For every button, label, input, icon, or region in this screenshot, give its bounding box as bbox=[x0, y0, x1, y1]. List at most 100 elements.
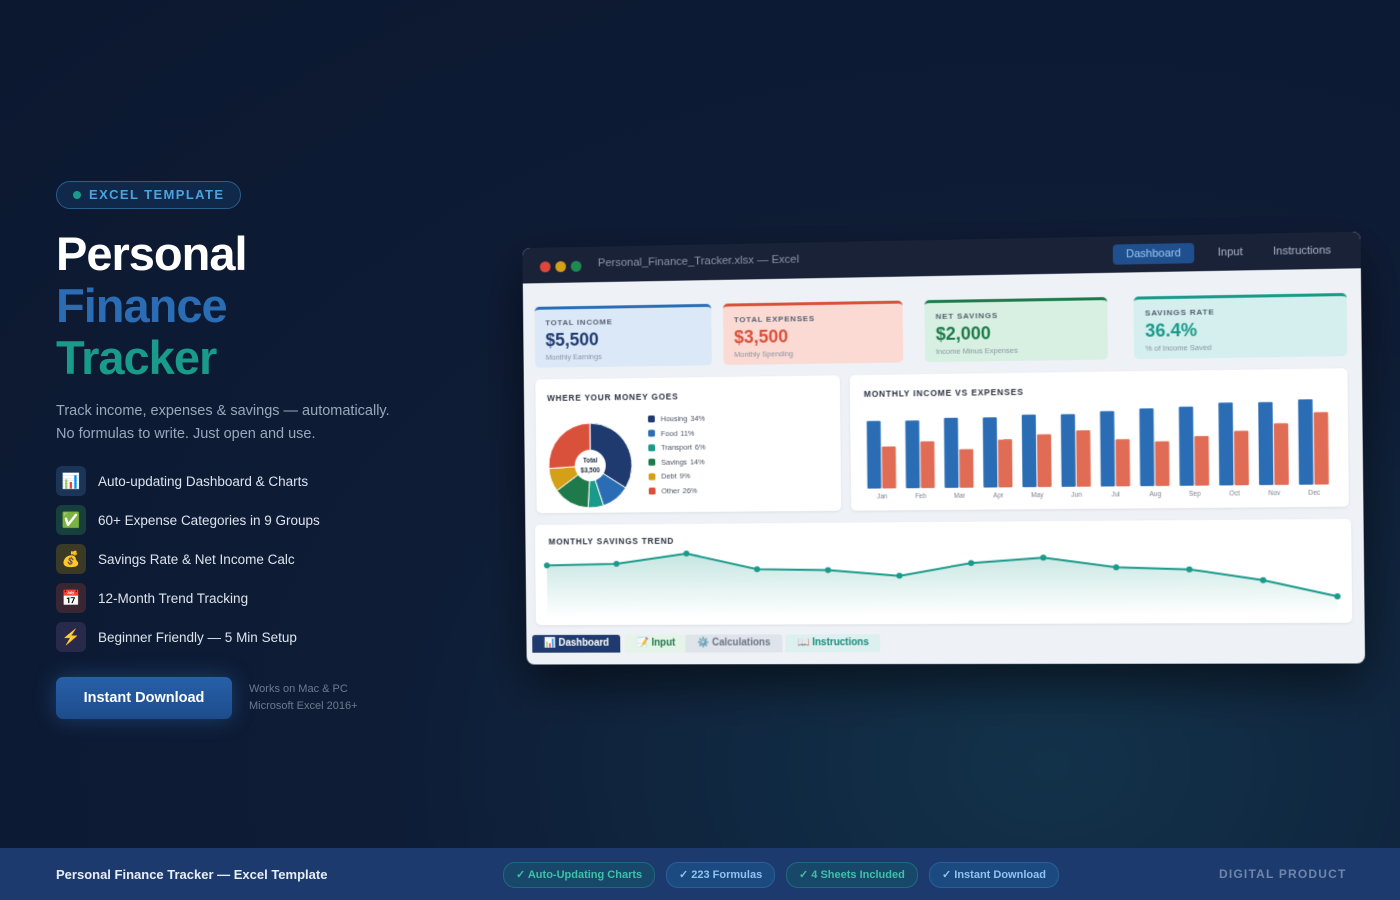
legend-swatch bbox=[649, 488, 656, 495]
bar bbox=[867, 421, 882, 489]
excel-window: Personal_Finance_Tracker.xlsx — Excel Da… bbox=[522, 232, 1365, 665]
kpi-sub: Monthly Spending bbox=[734, 348, 892, 359]
window-tab[interactable]: Instructions bbox=[1260, 240, 1345, 262]
kpi-card: TOTAL INCOME $5,500 Monthly Earnings bbox=[535, 304, 712, 368]
bar bbox=[1155, 441, 1170, 486]
feature: 💰 Savings Rate & Net Income Calc bbox=[56, 544, 295, 574]
download-button[interactable]: Instant Download bbox=[56, 677, 232, 719]
bar bbox=[1258, 402, 1273, 485]
legend-swatch bbox=[648, 430, 655, 437]
kpi-sub: % of Income Saved bbox=[1145, 341, 1336, 353]
line-point bbox=[544, 562, 550, 568]
bar bbox=[1100, 411, 1115, 486]
pie-center: $3,500 bbox=[581, 467, 601, 474]
panel-title: WHERE YOUR MONEY GOES bbox=[547, 391, 678, 403]
feature-text: 60+ Expense Categories in 9 Groups bbox=[98, 513, 320, 528]
feature: ⚡ Beginner Friendly — 5 Min Setup bbox=[56, 622, 297, 652]
bar bbox=[944, 418, 959, 488]
bar bbox=[905, 421, 920, 489]
legend-value: 14% bbox=[690, 457, 705, 466]
line-panel: MONTHLY SAVINGS TREND bbox=[535, 519, 1352, 625]
sheet-tab[interactable]: 📊 Dashboard bbox=[532, 635, 621, 653]
description: No formulas to write. Just open and use. bbox=[56, 426, 316, 442]
legend-value: 26% bbox=[683, 486, 698, 495]
window-tab[interactable]: Dashboard bbox=[1113, 243, 1194, 265]
sheet-tab[interactable]: 📖 Instructions bbox=[785, 634, 881, 652]
feature-icon: 💰 bbox=[56, 544, 86, 574]
kpi-sub: Monthly Earnings bbox=[546, 351, 701, 362]
legend-swatch bbox=[649, 473, 656, 480]
feature-chip: ✓ 4 Sheets Included bbox=[786, 862, 918, 888]
panel-title: MONTHLY INCOME VS EXPENSES bbox=[864, 387, 1024, 399]
bar bbox=[1076, 430, 1091, 487]
legend-label: Savings 14% bbox=[661, 457, 705, 466]
bar bbox=[882, 446, 896, 488]
feature-text: Auto-updating Dashboard & Charts bbox=[98, 474, 308, 489]
footer-tag: DIGITAL PRODUCT bbox=[1219, 867, 1347, 881]
bar bbox=[1061, 414, 1076, 487]
legend-value: 9% bbox=[680, 472, 691, 481]
cta-note: Microsoft Excel 2016+ bbox=[249, 700, 358, 712]
legend-label: Food 11% bbox=[661, 428, 695, 437]
x-tick-label: Oct bbox=[1229, 490, 1240, 497]
kpi-value: $3,500 bbox=[734, 325, 892, 348]
feature-icon: ✅ bbox=[56, 505, 86, 535]
bar-chart: Jan Feb Mar Apr May Jun Jul Aug Sep Oct Nov Dec bbox=[850, 395, 1349, 509]
feature-icon: 📅 bbox=[56, 583, 86, 613]
kpi-card: SAVINGS RATE 36.4%% of Income Saved bbox=[1134, 293, 1348, 359]
legend-swatch bbox=[648, 415, 655, 422]
legend-value: 6% bbox=[695, 443, 706, 452]
panel-title: MONTHLY SAVINGS TREND bbox=[549, 536, 675, 547]
feature-chip: ✓ Auto-Updating Charts bbox=[503, 862, 655, 888]
kpi-label: SAVINGS RATE bbox=[1145, 305, 1336, 317]
cta-note: Works on Mac & PC bbox=[249, 683, 348, 695]
feature: 📊 Auto-updating Dashboard & Charts bbox=[56, 466, 308, 496]
bar bbox=[1037, 434, 1052, 487]
feature: ✅ 60+ Expense Categories in 9 Groups bbox=[56, 505, 320, 535]
pie-center: Total bbox=[583, 457, 598, 464]
window-tab[interactable]: Input bbox=[1204, 242, 1256, 263]
kpi-label: NET SAVINGS bbox=[936, 309, 1097, 321]
sheet-tab[interactable]: ⚙️ Calculations bbox=[685, 634, 782, 652]
bar bbox=[1115, 439, 1130, 486]
kpi-value: 36.4% bbox=[1145, 318, 1336, 342]
title-line: Tracker bbox=[56, 330, 216, 385]
legend-label: Debt 9% bbox=[661, 472, 690, 481]
bar bbox=[1139, 408, 1154, 486]
feature-text: Savings Rate & Net Income Calc bbox=[98, 552, 295, 567]
bar bbox=[1314, 412, 1329, 485]
x-tick-label: Jan bbox=[877, 493, 888, 500]
sheet-tab[interactable]: 📝 Input bbox=[625, 635, 687, 653]
bar bbox=[998, 439, 1013, 487]
x-tick-label: Aug bbox=[1149, 491, 1161, 498]
x-tick-label: May bbox=[1031, 492, 1044, 499]
x-tick-label: Jun bbox=[1071, 492, 1082, 499]
bar bbox=[1022, 414, 1037, 487]
legend-value: 11% bbox=[680, 428, 695, 437]
feature-icon: 📊 bbox=[56, 466, 86, 496]
title-line: Finance bbox=[56, 278, 227, 333]
bar-panel: MONTHLY INCOME VS EXPENSES Jan Feb Mar Apr M… bbox=[850, 368, 1349, 510]
line-chart bbox=[535, 543, 1352, 625]
pie-panel: WHERE YOUR MONEY GOES Housing 34% Food 11% T… bbox=[535, 375, 841, 513]
bar bbox=[959, 449, 973, 488]
legend-label: Transport 6% bbox=[661, 443, 706, 452]
feature-text: 12-Month Trend Tracking bbox=[98, 591, 248, 606]
kpi-card: NET SAVINGS $2,000 Income Minus Expenses bbox=[924, 297, 1107, 362]
feature-chip: ✓ 223 Formulas bbox=[666, 862, 775, 888]
kpi-card: TOTAL EXPENSES $3,500 Monthly Spending bbox=[723, 301, 903, 365]
description: Track income, expenses & savings — autom… bbox=[56, 403, 390, 419]
kpi-label: TOTAL INCOME bbox=[545, 316, 700, 327]
bar bbox=[1298, 399, 1313, 485]
legend-swatch bbox=[648, 444, 655, 451]
legend-swatch bbox=[648, 459, 655, 466]
bar bbox=[920, 441, 934, 488]
x-tick-label: Feb bbox=[915, 493, 927, 500]
bar bbox=[1218, 403, 1233, 486]
title-line: Personal bbox=[56, 226, 247, 281]
bar bbox=[983, 417, 998, 487]
legend-label: Housing 34% bbox=[661, 414, 706, 424]
footer-title: Personal Finance Tracker — Excel Templat… bbox=[56, 867, 327, 882]
